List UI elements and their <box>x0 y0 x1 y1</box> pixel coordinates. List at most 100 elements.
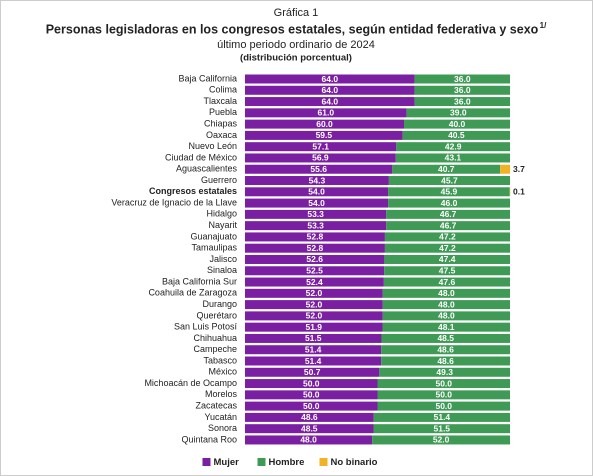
value-label: 46.7 <box>440 220 457 230</box>
value-label: 39.0 <box>450 108 467 118</box>
bar-segment <box>384 243 510 253</box>
bar-segment <box>245 85 415 95</box>
y-tick-label: Baja California <box>178 73 237 83</box>
value-label: 64.0 <box>322 85 339 95</box>
bar-segment <box>396 142 510 152</box>
bar-segment <box>245 277 384 287</box>
bar-segment <box>414 85 510 95</box>
value-label: 42.9 <box>445 141 462 151</box>
bar-segment <box>245 142 397 152</box>
y-tick-label: Michoacán de Ocampo <box>144 378 237 388</box>
bar-segment <box>377 401 510 411</box>
value-label: 53.3 <box>307 209 324 219</box>
chart-label: Gráfica 1 <box>274 7 319 19</box>
legend-swatch <box>319 458 328 466</box>
value-label: 52.0 <box>433 435 450 445</box>
value-label: 57.1 <box>312 141 329 151</box>
y-tick-label: Sinaloa <box>207 265 237 275</box>
value-label: 48.6 <box>301 412 318 422</box>
value-label: 52.8 <box>307 232 324 242</box>
value-label: 51.4 <box>305 344 322 354</box>
y-tick-label: Jalisco <box>209 254 237 264</box>
bar-segment <box>245 379 378 389</box>
bar-segment <box>386 221 510 231</box>
y-tick-label: Aguascalientes <box>176 164 238 174</box>
bar-segment <box>245 288 383 298</box>
value-label: 49.3 <box>436 367 453 377</box>
bar-segment <box>384 254 510 264</box>
bar-segment <box>245 232 385 242</box>
value-label: 47.4 <box>439 254 456 264</box>
value-label: 40.0 <box>449 119 466 129</box>
value-label: 47.2 <box>439 232 456 242</box>
y-tick-label: Oaxaca <box>206 130 237 140</box>
y-tick-label: San Luis Potosí <box>174 322 238 332</box>
bar-segment <box>404 119 510 129</box>
value-label: 52.0 <box>306 288 323 298</box>
y-tick-label: Guerrero <box>201 175 237 185</box>
value-label: 48.6 <box>437 344 454 354</box>
value-label: 48.0 <box>438 299 455 309</box>
y-tick-label: Hidalgo <box>206 209 237 219</box>
bar-segment <box>245 412 374 422</box>
bar-segment <box>372 435 510 445</box>
value-label: 45.7 <box>441 175 458 185</box>
legend-swatch <box>202 458 211 466</box>
y-tick-label: Tabasco <box>203 355 237 365</box>
value-label: 51.4 <box>434 412 451 422</box>
legend-label: No binario <box>331 457 378 468</box>
y-tick-label: Veracruz de Ignacio de la Llave <box>111 197 237 207</box>
value-label: 54.0 <box>308 187 325 197</box>
bar-segment <box>382 300 510 310</box>
value-label: 52.0 <box>306 311 323 321</box>
y-tick-label: Tamaulipas <box>191 243 237 253</box>
y-tick-label: Baja California Sur <box>162 276 237 286</box>
value-label: 54.0 <box>308 198 325 208</box>
bar-segment <box>406 108 510 118</box>
bar-segment <box>392 164 501 174</box>
chart-subtitle: último periodo ordinario de 2024 <box>217 39 375 51</box>
value-label: 48.0 <box>300 435 317 445</box>
bar-segment <box>245 108 407 118</box>
bar-segment <box>245 187 389 197</box>
bar-segment <box>245 356 382 366</box>
value-label: 51.9 <box>305 322 322 332</box>
y-tick-label: Nayarit <box>208 220 237 230</box>
value-label: 59.5 <box>316 130 333 140</box>
value-label: 64.0 <box>322 74 339 84</box>
y-tick-label: Guanajuato <box>190 231 237 241</box>
legend-label: Hombre <box>269 457 305 468</box>
bar-segment <box>245 311 383 321</box>
legend-swatch <box>257 458 266 466</box>
title-superscript: 1/ <box>540 21 547 30</box>
value-label: 50.0 <box>435 401 452 411</box>
bar-segment <box>381 333 510 343</box>
bar-segment <box>245 266 385 276</box>
value-label: 50.0 <box>303 390 320 400</box>
value-label: 46.0 <box>441 198 458 208</box>
value-label: 50.0 <box>303 401 320 411</box>
bar-segment <box>381 356 510 366</box>
bar-segment <box>509 187 511 197</box>
y-tick-label: Campeche <box>193 344 237 354</box>
bar-segment <box>245 221 387 231</box>
value-label: 3.7 <box>513 164 525 174</box>
value-label: 48.1 <box>438 322 455 332</box>
value-label: 47.5 <box>439 266 456 276</box>
value-label: 60.0 <box>316 119 333 129</box>
bar-segment <box>377 379 510 389</box>
value-label: 61.0 <box>318 108 335 118</box>
value-label: 52.4 <box>306 277 323 287</box>
chart-title: Personas legisladoras en los congresos e… <box>46 22 539 36</box>
bar-segment <box>384 266 510 276</box>
value-label: 46.7 <box>440 209 457 219</box>
value-label: 50.0 <box>435 378 452 388</box>
bar-segment <box>384 232 510 242</box>
y-tick-label: Ciudad de México <box>165 152 237 162</box>
value-label: 40.7 <box>438 164 455 174</box>
bar-segment <box>414 74 510 84</box>
bar-segment <box>245 74 415 84</box>
value-label: 36.0 <box>454 74 471 84</box>
y-tick-label: Yucatán <box>204 412 237 422</box>
